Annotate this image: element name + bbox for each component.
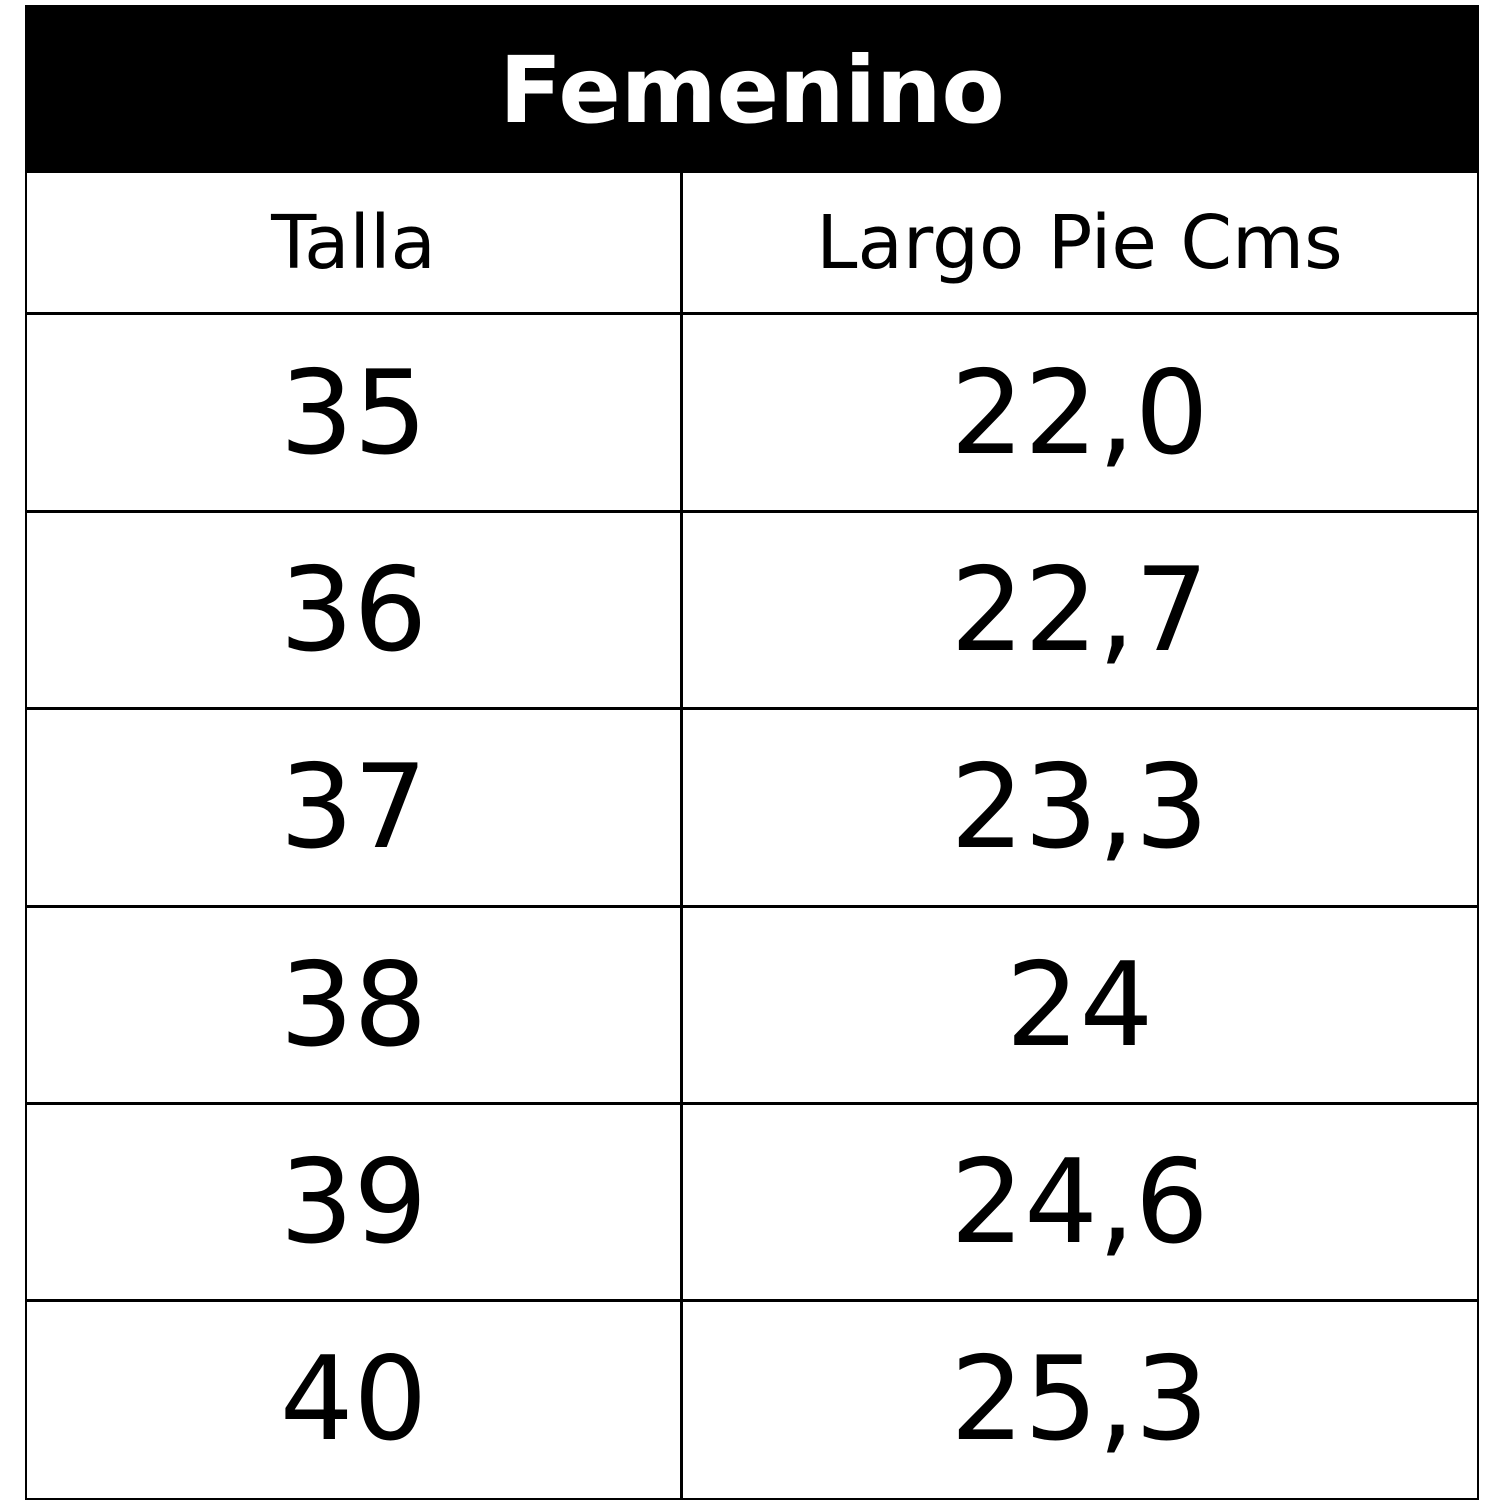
row-divider bbox=[27, 1101, 1477, 1105]
length-cell: 25,3 bbox=[950, 1331, 1209, 1467]
length-cell: 24 bbox=[1005, 937, 1154, 1073]
size-table: Femenino Talla Largo Pie Cms 35 22,0 36 22,7 3… bbox=[25, 5, 1479, 1500]
row-divider bbox=[27, 170, 1477, 173]
column-header: Largo Pie Cms bbox=[816, 199, 1343, 286]
table-title: Femenino bbox=[27, 7, 1477, 173]
row-divider bbox=[27, 707, 1477, 711]
length-cell: 22,0 bbox=[950, 346, 1209, 482]
size-cell: 37 bbox=[279, 740, 428, 876]
size-cell: 38 bbox=[279, 937, 428, 1073]
row-divider bbox=[27, 312, 1477, 315]
length-cell: 23,3 bbox=[950, 740, 1209, 876]
column-divider bbox=[680, 173, 683, 1498]
row-divider bbox=[27, 904, 1477, 908]
length-cell: 24,6 bbox=[950, 1134, 1209, 1270]
column-header: Talla bbox=[271, 199, 436, 286]
size-cell: 35 bbox=[279, 346, 428, 482]
size-cell: 40 bbox=[279, 1331, 428, 1467]
length-cell: 22,7 bbox=[950, 543, 1209, 679]
row-divider bbox=[27, 1298, 1477, 1302]
row-divider bbox=[27, 510, 1477, 514]
size-cell: 36 bbox=[279, 543, 428, 679]
size-cell: 39 bbox=[279, 1134, 428, 1270]
